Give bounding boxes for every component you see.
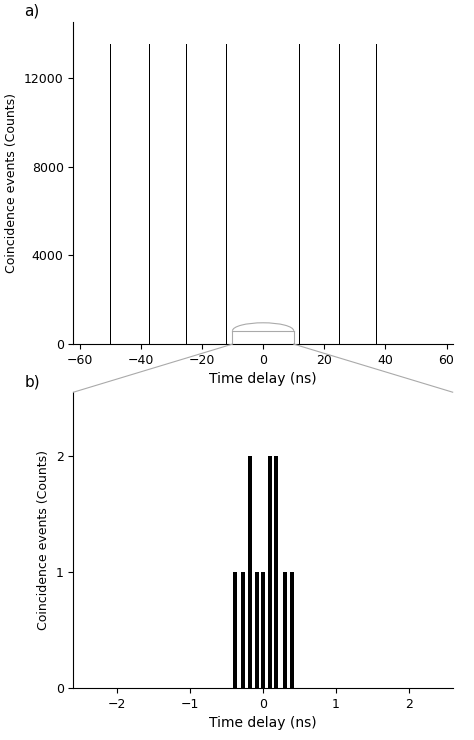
Bar [255, 572, 258, 688]
X-axis label: Time delay (ns): Time delay (ns) [209, 716, 317, 730]
Bar [268, 456, 272, 688]
Bar [261, 572, 265, 688]
Text: b): b) [24, 374, 40, 389]
Bar [186, 44, 187, 344]
Bar [290, 572, 294, 688]
Bar [233, 572, 237, 688]
Y-axis label: Coincidence events (Counts): Coincidence events (Counts) [5, 93, 18, 273]
Bar [339, 44, 340, 344]
Bar [226, 44, 227, 344]
Bar [149, 44, 150, 344]
Bar [263, 44, 264, 344]
Bar [248, 456, 252, 688]
Bar [283, 572, 287, 688]
Text: a): a) [24, 4, 39, 19]
Y-axis label: Coincidence events (Counts): Coincidence events (Counts) [37, 450, 50, 630]
Bar [241, 572, 246, 688]
X-axis label: Time delay (ns): Time delay (ns) [209, 372, 317, 386]
Bar [274, 456, 278, 688]
Bar [376, 44, 377, 344]
